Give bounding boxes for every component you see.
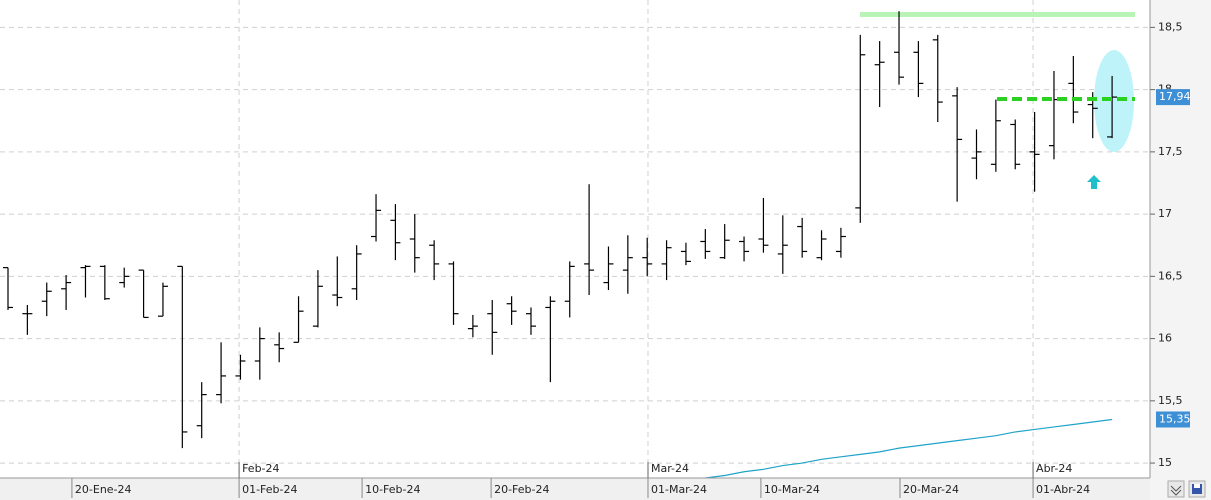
x-tick-label: 20-Feb-24 bbox=[494, 483, 549, 496]
moving-average-line bbox=[705, 418, 1113, 478]
y-tick-label: 17,5 bbox=[1158, 145, 1183, 158]
annotations bbox=[860, 12, 1135, 152]
x-tick-label: 01-Mar-24 bbox=[651, 483, 707, 496]
x-tick-label: 20-Mar-24 bbox=[903, 483, 959, 496]
resistance-line bbox=[860, 12, 1135, 17]
month-label: Mar-24 bbox=[651, 462, 689, 475]
x-tick-label: 01-Feb-24 bbox=[242, 483, 297, 496]
y-tick-label: 15,5 bbox=[1158, 394, 1183, 407]
price-label-box bbox=[1156, 89, 1190, 106]
y-tick-label: 16,5 bbox=[1158, 269, 1183, 282]
highlight-ellipse bbox=[1094, 50, 1134, 152]
month-label: Abr-24 bbox=[1036, 462, 1072, 475]
up-arrow bbox=[1087, 175, 1101, 189]
month-label: Feb-24 bbox=[242, 462, 279, 475]
y-tick-label: 18,5 bbox=[1158, 20, 1183, 33]
save-icon bbox=[1194, 484, 1200, 488]
collapse-button[interactable] bbox=[1167, 480, 1185, 498]
plot-area bbox=[0, 0, 1150, 478]
price-label-box bbox=[1156, 411, 1190, 428]
y-tick-label: 17 bbox=[1158, 207, 1172, 220]
time-axis bbox=[0, 478, 1150, 500]
x-tick-label: 20-Ene-24 bbox=[75, 483, 132, 496]
save-icon bbox=[1192, 484, 1202, 494]
grid bbox=[0, 0, 1150, 478]
toolbar bbox=[1167, 480, 1206, 498]
x-tick-label: 10-Feb-24 bbox=[365, 483, 420, 496]
price-label: 15,35 bbox=[1159, 412, 1191, 425]
annotations bbox=[997, 97, 1135, 189]
y-tick-label: 16 bbox=[1158, 332, 1172, 345]
price-label: 17,94 bbox=[1159, 90, 1191, 103]
axes: 1515,51616,51717,51818,5Feb-24Mar-24Abr-… bbox=[71, 20, 1191, 498]
x-tick-label: 10-Mar-24 bbox=[764, 483, 820, 496]
y-tick-label: 15 bbox=[1158, 456, 1172, 469]
x-tick-label: 01-Abr-24 bbox=[1036, 483, 1090, 496]
collapse-icon bbox=[1170, 485, 1182, 496]
